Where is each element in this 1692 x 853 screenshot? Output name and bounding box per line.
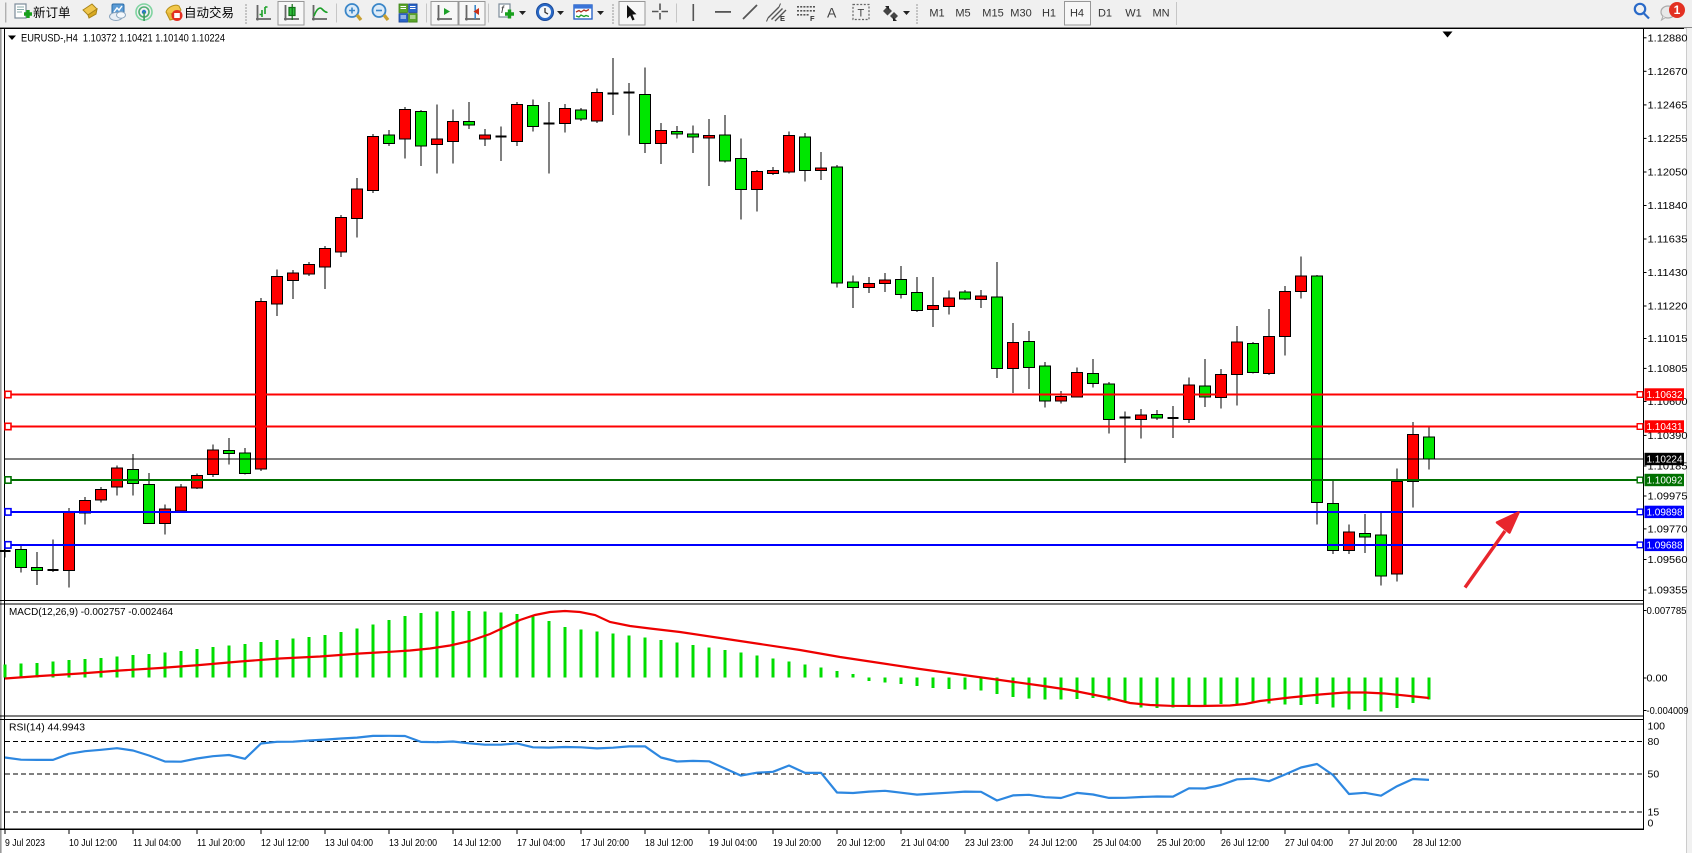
svg-text:11 Jul 04:00: 11 Jul 04:00: [133, 838, 181, 849]
svg-text:1.11015: 1.11015: [1648, 333, 1688, 345]
svg-text:H1: H1: [1042, 8, 1056, 20]
svg-text:1.10431: 1.10431: [1647, 421, 1683, 433]
svg-text:1.12670: 1.12670: [1648, 66, 1688, 78]
svg-text:1.11220: 1.11220: [1648, 301, 1688, 313]
svg-text:1.09975: 1.09975: [1648, 491, 1688, 503]
svg-text:15: 15: [1648, 807, 1660, 819]
svg-text:1.10390: 1.10390: [1648, 430, 1688, 442]
svg-text:f: f: [501, 5, 505, 16]
svg-text:27 Jul 04:00: 27 Jul 04:00: [1285, 838, 1333, 849]
svg-text:19 Jul 20:00: 19 Jul 20:00: [773, 838, 821, 849]
svg-text:1.11840: 1.11840: [1648, 200, 1688, 212]
svg-text:17 Jul 04:00: 17 Jul 04:00: [517, 838, 565, 849]
svg-text:80: 80: [1648, 736, 1660, 748]
svg-text:1.12465: 1.12465: [1648, 100, 1688, 112]
svg-text:M1: M1: [929, 8, 944, 20]
svg-text:1.11635: 1.11635: [1648, 234, 1688, 246]
svg-text:25 Jul 20:00: 25 Jul 20:00: [1157, 838, 1205, 849]
svg-text:1.09770: 1.09770: [1648, 524, 1688, 536]
svg-text:1.10092: 1.10092: [1647, 475, 1683, 487]
svg-text:11 Jul 20:00: 11 Jul 20:00: [197, 838, 245, 849]
svg-text:新订单: 新订单: [33, 5, 71, 20]
svg-text:1.10632: 1.10632: [1647, 389, 1683, 401]
svg-text:12 Jul 12:00: 12 Jul 12:00: [261, 838, 309, 849]
svg-text:自动交易: 自动交易: [184, 5, 234, 20]
svg-text:17 Jul 20:00: 17 Jul 20:00: [581, 838, 629, 849]
svg-text:A: A: [827, 5, 837, 21]
svg-text:1.11430: 1.11430: [1648, 267, 1688, 279]
svg-text:1.10805: 1.10805: [1648, 363, 1688, 375]
svg-text:100: 100: [1648, 720, 1666, 732]
svg-text:9 Jul 2023: 9 Jul 2023: [5, 838, 45, 849]
svg-text:-0.004009: -0.004009: [1647, 705, 1689, 717]
svg-text:23 Jul 23:00: 23 Jul 23:00: [965, 838, 1013, 849]
svg-text:1.12050: 1.12050: [1648, 167, 1688, 179]
svg-text:27 Jul 20:00: 27 Jul 20:00: [1349, 838, 1397, 849]
svg-text:1.10224: 1.10224: [1647, 454, 1683, 466]
svg-text:0.00: 0.00: [1647, 673, 1668, 685]
svg-text:50: 50: [1648, 769, 1660, 781]
svg-text:0: 0: [1648, 818, 1654, 830]
svg-text:1.09355: 1.09355: [1648, 585, 1688, 597]
svg-text:MN: MN: [1152, 8, 1169, 20]
svg-text:1.09688: 1.09688: [1647, 540, 1683, 552]
svg-text:D1: D1: [1098, 8, 1112, 20]
svg-text:13 Jul 20:00: 13 Jul 20:00: [389, 838, 437, 849]
svg-text:13 Jul 04:00: 13 Jul 04:00: [325, 838, 373, 849]
svg-text:M15: M15: [982, 8, 1003, 20]
svg-text:MACD(12,26,9) -0.002757 -0.002: MACD(12,26,9) -0.002757 -0.002464: [9, 606, 173, 618]
svg-text:F: F: [810, 14, 815, 23]
svg-text:28 Jul 12:00: 28 Jul 12:00: [1413, 838, 1461, 849]
svg-text:1.09898: 1.09898: [1647, 507, 1683, 519]
svg-text:M5: M5: [955, 8, 970, 20]
svg-text:14 Jul 12:00: 14 Jul 12:00: [453, 838, 501, 849]
svg-text:M30: M30: [1010, 8, 1031, 20]
svg-text:1: 1: [1674, 3, 1681, 17]
svg-text:H4: H4: [1070, 8, 1084, 20]
svg-text:10 Jul 12:00: 10 Jul 12:00: [69, 838, 117, 849]
svg-text:1.12255: 1.12255: [1648, 133, 1688, 145]
svg-text:RSI(14) 44.9943: RSI(14) 44.9943: [9, 722, 85, 734]
svg-text:T: T: [858, 8, 865, 20]
svg-text:1.09560: 1.09560: [1648, 554, 1688, 566]
svg-text:W1: W1: [1125, 8, 1142, 20]
svg-text:EURUSD-,H4 1.10372 1.10421 1.: EURUSD-,H4 1.10372 1.10421 1.10140 1.102…: [21, 33, 225, 45]
svg-text:24 Jul 12:00: 24 Jul 12:00: [1029, 838, 1077, 849]
svg-text:25 Jul 04:00: 25 Jul 04:00: [1093, 838, 1141, 849]
svg-text:18 Jul 12:00: 18 Jul 12:00: [645, 838, 693, 849]
svg-text:21 Jul 04:00: 21 Jul 04:00: [901, 838, 949, 849]
svg-text:26 Jul 12:00: 26 Jul 12:00: [1221, 838, 1269, 849]
svg-text:20 Jul 12:00: 20 Jul 12:00: [837, 838, 885, 849]
svg-text:0.007785: 0.007785: [1647, 605, 1687, 617]
svg-text:E: E: [780, 14, 785, 23]
svg-text:19 Jul 04:00: 19 Jul 04:00: [709, 838, 757, 849]
svg-text:1.12880: 1.12880: [1648, 33, 1688, 45]
